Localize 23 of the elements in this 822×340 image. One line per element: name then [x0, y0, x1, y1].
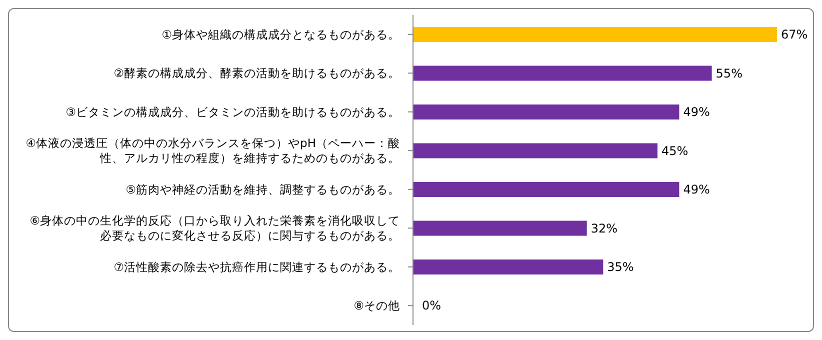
bar [413, 220, 587, 236]
y-tick-label: ④体液の浸透圧（体の中の水分バランスを保つ）やpH（ペーハー：酸性、アルカリ性の程度）を維持するためのものがある。 [26, 136, 400, 166]
y-tick-label: ⑤筋肉や神経の活動を維持、調整するものがある。 [126, 182, 400, 196]
data-label: 49% [683, 182, 710, 196]
bar [413, 104, 680, 120]
y-tick-label: ⑥身体の中の生化学的反応（口から取り入れた栄養素を消化吸収して必要なものに変化させる反応）に関与するものがある。 [30, 214, 400, 243]
data-label: 67% [781, 28, 808, 42]
y-tick-label: ③ビタミンの構成成分、ビタミンの活動を助けるものがある。 [66, 104, 400, 119]
data-label: 35% [607, 260, 634, 274]
bar [413, 66, 712, 81]
data-label: 32% [590, 221, 618, 236]
y-tick-label: ②酵素の構成成分、酵素の活動を助けるものがある。 [114, 66, 400, 80]
data-label: 55% [716, 66, 742, 80]
bar [413, 143, 658, 158]
data-label: 0% [422, 298, 442, 313]
y-tick-label: ⑦活性酸素の除去や抗癌作用に関連するものがある。 [114, 260, 400, 274]
data-label: 49% [683, 105, 710, 119]
bar [413, 260, 604, 274]
bar [413, 182, 680, 197]
y-tick-label: ①身体や組織の構成成分となるものがある。 [162, 27, 400, 42]
y-tick-label: ⑧その他 [354, 298, 400, 313]
bar [413, 27, 777, 42]
data-label: 45% [661, 144, 688, 158]
